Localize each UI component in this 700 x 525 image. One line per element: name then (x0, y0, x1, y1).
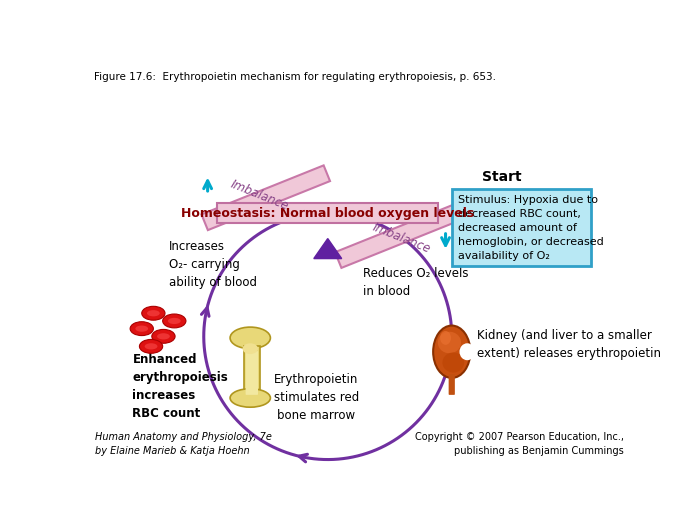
Ellipse shape (230, 388, 270, 407)
Text: Start: Start (482, 170, 522, 184)
Polygon shape (335, 205, 460, 268)
Text: Imbalance: Imbalance (229, 178, 290, 213)
Ellipse shape (459, 343, 475, 360)
FancyBboxPatch shape (246, 351, 258, 395)
Ellipse shape (168, 318, 181, 324)
Text: Stimulus: Hypoxia due to
decreased RBC count,
decreased amount of
hemoglobin, or: Stimulus: Hypoxia due to decreased RBC c… (458, 195, 603, 261)
Ellipse shape (440, 331, 451, 345)
Ellipse shape (130, 322, 153, 335)
FancyBboxPatch shape (452, 188, 592, 266)
Text: Reduces O₂ levels
in blood: Reduces O₂ levels in blood (363, 267, 468, 298)
Text: Erythropoietin
stimulates red
bone marrow: Erythropoietin stimulates red bone marro… (274, 373, 358, 423)
Text: Human Anatomy and Physiology, 7e
by Elaine Marieb & Katja Hoehn: Human Anatomy and Physiology, 7e by Elai… (95, 433, 272, 456)
Text: Increases
O₂- carrying
ability of blood: Increases O₂- carrying ability of blood (169, 240, 257, 289)
Ellipse shape (139, 340, 162, 353)
Text: Enhanced
erythropoiesis
increases
RBC count: Enhanced erythropoiesis increases RBC co… (132, 353, 228, 420)
Polygon shape (244, 345, 260, 394)
Text: Imbalance: Imbalance (370, 221, 433, 256)
Text: Kidney (and liver to a smaller
extent) releases erythropoietin: Kidney (and liver to a smaller extent) r… (477, 329, 661, 360)
Ellipse shape (145, 343, 158, 350)
Ellipse shape (147, 310, 160, 317)
FancyBboxPatch shape (449, 374, 455, 395)
Polygon shape (314, 238, 342, 259)
Ellipse shape (433, 326, 470, 378)
Ellipse shape (438, 332, 461, 353)
Polygon shape (202, 165, 330, 230)
Ellipse shape (152, 329, 175, 343)
Ellipse shape (230, 327, 270, 349)
Ellipse shape (157, 333, 170, 340)
Ellipse shape (162, 314, 186, 328)
Text: Copyright © 2007 Pearson Education, Inc.,
publishing as Benjamin Cummings: Copyright © 2007 Pearson Education, Inc.… (415, 433, 624, 456)
Text: Figure 17.6:  Erythropoietin mechanism for regulating erythropoiesis, p. 653.: Figure 17.6: Erythropoietin mechanism fo… (94, 72, 496, 82)
FancyBboxPatch shape (217, 203, 438, 223)
Ellipse shape (141, 306, 165, 320)
Ellipse shape (135, 326, 148, 332)
Text: Homeostasis: Normal blood oxygen levels: Homeostasis: Normal blood oxygen levels (181, 207, 475, 219)
Ellipse shape (442, 352, 464, 373)
Ellipse shape (242, 343, 258, 354)
